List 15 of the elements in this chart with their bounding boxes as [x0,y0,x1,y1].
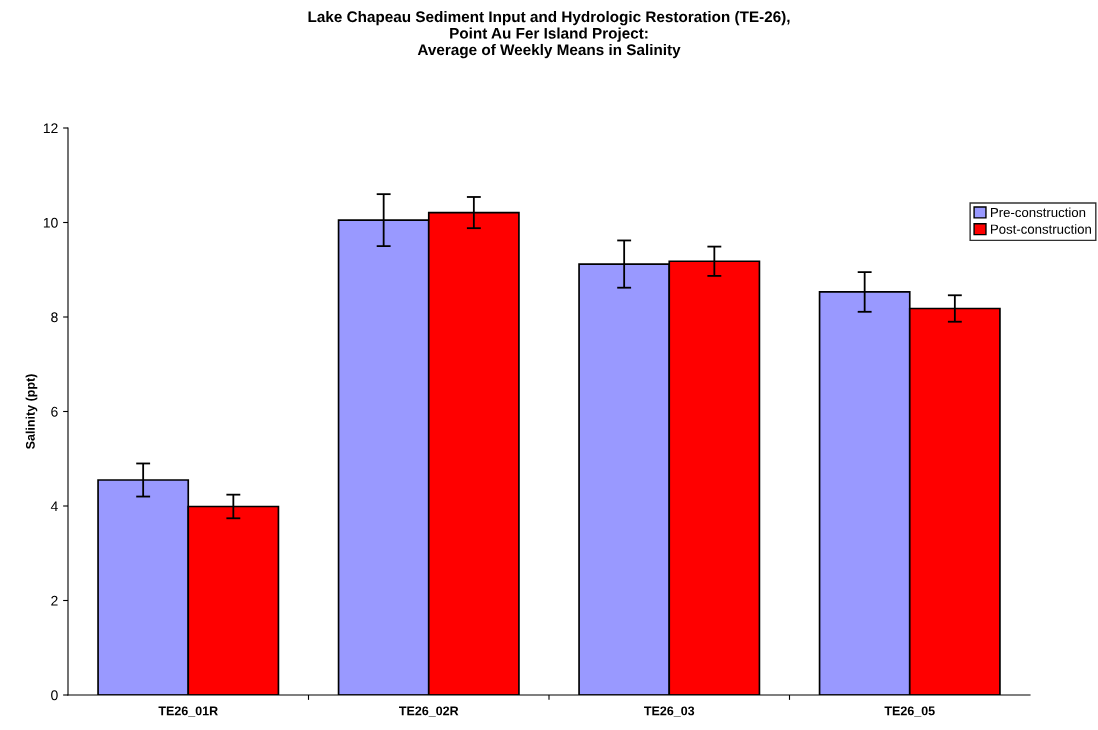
y-tick-label: 10 [43,217,58,228]
x-tick-label: TE26_03 [644,706,695,717]
y-tick-label: 2 [51,595,58,606]
x-tick-label: TE26_05 [884,706,935,717]
x-tick-label: TE26_02R [399,706,459,717]
legend-label: Pre-construction [991,207,1086,218]
y-axis-title: Salinity (ppt) [25,374,38,449]
legend-label: Post-construction [991,224,1091,234]
y-tick-label: 12 [43,123,58,134]
x-tick-label: TE26_01R [158,706,218,717]
y-tick-label: 6 [51,406,58,417]
y-tick-label: 8 [51,312,58,323]
y-tick-label: 0 [51,690,58,701]
chart-title: Lake Chapeau Sediment Input and Hydrologic Restoration (TE-26), Point Au Fer Island Project: Average of Weekly Means in Salinity [308,10,790,59]
y-tick-label: 4 [50,501,58,512]
